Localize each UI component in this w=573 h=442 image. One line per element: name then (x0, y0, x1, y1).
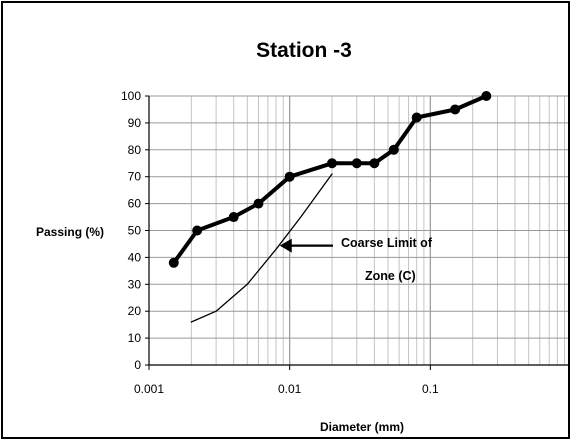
data-point (369, 158, 380, 169)
annotation: Coarse Limit of Zone (C) (279, 236, 433, 283)
y-axis-ticks: 0 10 20 30 40 50 60 70 80 90 100 (121, 89, 149, 372)
x-tick-label: 0.01 (278, 382, 302, 396)
data-point (228, 212, 239, 223)
y-tick-label: 90 (128, 116, 142, 130)
y-tick-label: 20 (128, 304, 142, 318)
data-point (168, 257, 179, 268)
annotation-line-2: Zone (C) (365, 269, 416, 283)
data-point (253, 198, 264, 209)
x-tick-label: 0.1 (422, 382, 439, 396)
data-point (481, 91, 492, 101)
chart-title: Station -3 (256, 39, 352, 62)
x-tick-label: 0.001 (134, 382, 164, 396)
data-point (192, 225, 203, 236)
y-axis-label: Passing (%) (36, 225, 104, 239)
coarse-limit-curve (190, 173, 333, 323)
y-tick-label: 100 (121, 89, 141, 103)
gradation-curve (171, 94, 489, 265)
data-point (450, 104, 461, 115)
y-tick-label: 40 (128, 250, 142, 264)
y-tick-label: 10 (128, 331, 142, 345)
y-tick-label: 80 (128, 143, 142, 157)
y-tick-label: 70 (128, 170, 142, 184)
data-point (388, 144, 399, 155)
series-group (168, 91, 492, 323)
data-point (411, 112, 422, 123)
grid (148, 95, 568, 366)
data-point (284, 171, 295, 182)
x-axis-label: Diameter (mm) (320, 420, 404, 434)
y-tick-label: 0 (134, 358, 141, 372)
y-tick-label: 60 (128, 197, 142, 211)
y-tick-label: 30 (128, 277, 142, 291)
data-point (327, 158, 338, 169)
y-tick-label: 50 (128, 224, 142, 238)
data-point (351, 158, 362, 169)
annotation-arrow-head (279, 238, 292, 253)
chart: Station -3 0 10 20 30 40 50 60 70 80 90 100 0.001 0… (36, 39, 568, 434)
annotation-line-1: Coarse Limit of (341, 236, 433, 250)
